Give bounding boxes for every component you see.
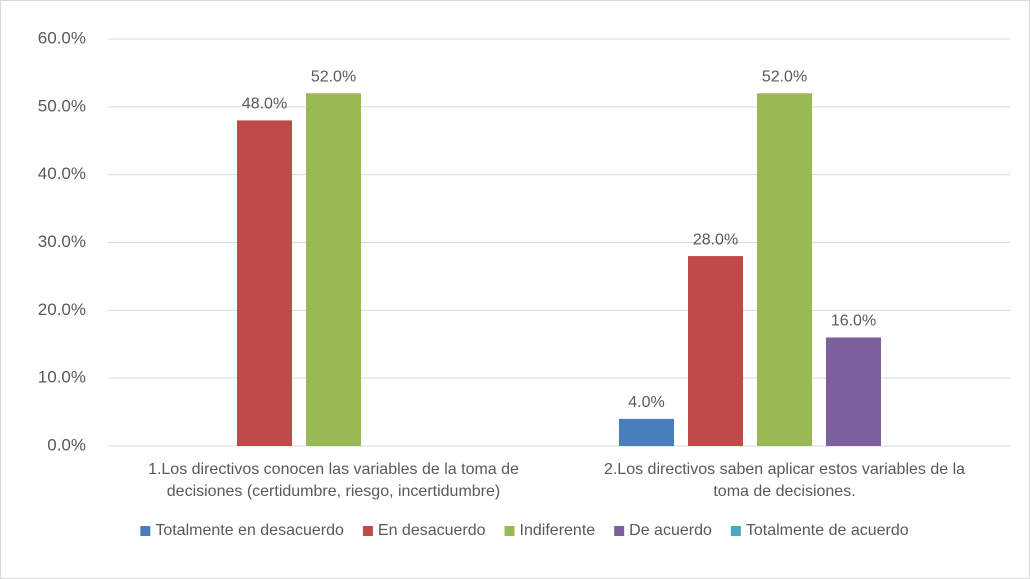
legend-swatch	[504, 526, 515, 536]
bar	[688, 256, 743, 446]
legend-swatch	[730, 526, 741, 536]
x-tick-label: 2.Los directivos saben aplicar estos var…	[604, 461, 965, 478]
legend-label: Totalmente de acuerdo	[746, 522, 909, 539]
legend-label: De acuerdo	[629, 522, 712, 539]
legend-swatch	[140, 526, 151, 536]
data-label: 28.0%	[693, 231, 738, 248]
legend-swatch	[614, 526, 625, 536]
y-tick-label: 50.0%	[38, 96, 86, 115]
y-tick-label: 0.0%	[47, 435, 86, 454]
bar	[306, 93, 361, 447]
data-label: 52.0%	[762, 68, 807, 85]
data-label: 48.0%	[242, 96, 287, 113]
y-tick-label: 10.0%	[38, 368, 86, 387]
x-tick-label: 1.Los directivos conocen las variables d…	[148, 461, 519, 478]
data-label: 16.0%	[831, 313, 876, 330]
bar	[826, 337, 881, 446]
x-tick-label: toma de decisiones.	[713, 483, 855, 500]
legend-label: Totalmente en desacuerdo	[155, 522, 344, 539]
legend-label: Indiferente	[520, 522, 596, 539]
y-tick-label: 20.0%	[38, 300, 86, 319]
data-label: 52.0%	[311, 68, 356, 85]
y-tick-label: 40.0%	[38, 164, 86, 183]
legend-swatch	[362, 526, 373, 536]
bar	[619, 418, 674, 446]
legend-label: En desacuerdo	[378, 522, 486, 539]
data-label: 4.0%	[628, 394, 664, 411]
y-tick-label: 30.0%	[38, 232, 86, 251]
x-tick-label: decisiones (certidumbre, riesgo, incerti…	[167, 483, 500, 500]
y-tick-label: 60.0%	[38, 28, 86, 47]
bar	[757, 93, 812, 447]
bar	[237, 120, 292, 447]
